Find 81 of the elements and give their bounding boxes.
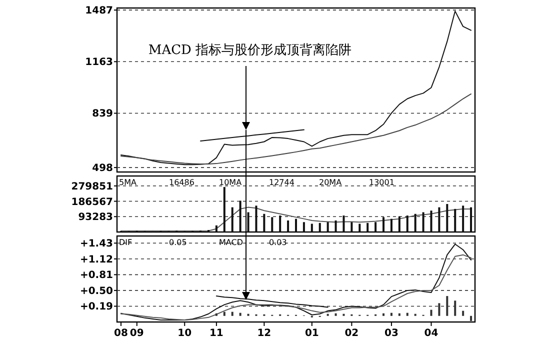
- text: MACD 指标与股价形成顶背离陷阱: [148, 42, 352, 58]
- bar: [406, 312, 408, 316]
- y-tick-label: +1.43: [80, 238, 114, 250]
- bar: [350, 222, 353, 232]
- bar: [382, 217, 385, 232]
- annotation: 13001: [369, 178, 394, 187]
- annotation: DIF: [119, 238, 133, 247]
- bar: [310, 224, 313, 232]
- x-tick-label: 04: [424, 328, 438, 339]
- bar: [342, 216, 345, 232]
- bar: [239, 200, 242, 232]
- bar: [334, 313, 337, 316]
- bar: [398, 313, 400, 316]
- x-tick-label: 11: [209, 328, 224, 339]
- y-tick-label: 1163: [85, 57, 114, 68]
- bar: [470, 207, 472, 232]
- bar: [231, 312, 234, 316]
- bar: [430, 210, 432, 232]
- y-tick-label: 839: [92, 108, 114, 120]
- bar: [414, 214, 416, 232]
- line-series: [120, 206, 472, 232]
- x-tick-label: 10: [178, 328, 192, 339]
- bar: [422, 212, 424, 232]
- annotation: 16486: [169, 178, 194, 187]
- x-tick-label: 08: [114, 328, 128, 339]
- x-tick-label: 02: [344, 328, 359, 339]
- bar: [438, 207, 440, 232]
- y-tick-label: 498: [92, 163, 114, 174]
- y-tick-label: +0.81: [80, 270, 114, 282]
- y-tick-label: 279851: [71, 181, 114, 192]
- y-tick-label: 186567: [71, 196, 114, 208]
- bar: [462, 206, 464, 232]
- bar: [215, 313, 218, 316]
- bar: [318, 222, 321, 232]
- y-tick-label: +0.19: [80, 302, 114, 313]
- bar: [271, 217, 274, 232]
- y-tick-label: +0.50: [80, 286, 114, 297]
- bar: [223, 312, 226, 316]
- bar: [231, 207, 234, 232]
- bar: [279, 216, 282, 232]
- bar: [302, 222, 305, 232]
- y-tick-label: +1.12: [80, 254, 114, 266]
- bar: [358, 224, 361, 232]
- annotation: MACD: [219, 238, 243, 247]
- bar: [223, 187, 226, 232]
- annotation: 0.03: [269, 238, 287, 247]
- bar: [430, 310, 432, 316]
- bar: [462, 310, 464, 316]
- line-series: [120, 10, 472, 166]
- bar: [239, 312, 242, 316]
- annotation: 0.05: [169, 238, 187, 247]
- bar: [287, 220, 290, 232]
- bar: [454, 208, 456, 232]
- bar: [326, 222, 329, 232]
- annotation: 12744: [269, 178, 294, 187]
- annotation: 5MA: [119, 178, 137, 187]
- bar: [390, 312, 392, 316]
- bar: [295, 218, 297, 232]
- bar: [398, 216, 400, 232]
- annotation: 10MA: [219, 178, 242, 187]
- bar: [406, 216, 408, 232]
- bar: [215, 225, 218, 232]
- bar: [247, 212, 250, 232]
- line-series: [200, 129, 304, 142]
- bar: [470, 316, 472, 321]
- bar: [263, 214, 266, 232]
- y-tick-label: 93283: [78, 212, 114, 224]
- line-series: [120, 93, 472, 165]
- bar: [366, 222, 369, 232]
- x-tick-label: 01: [304, 328, 319, 339]
- bar: [390, 218, 392, 232]
- bar: [446, 204, 448, 232]
- bar: [255, 206, 258, 232]
- bar: [334, 220, 337, 232]
- x-tick-label: 09: [130, 328, 144, 339]
- x-tick-label: 12: [257, 328, 272, 339]
- bar: [374, 222, 377, 232]
- bar: [382, 313, 385, 316]
- annotation: 20MA: [319, 178, 342, 187]
- y-tick-label: 1487: [85, 6, 114, 17]
- x-tick-label: 03: [384, 328, 398, 339]
